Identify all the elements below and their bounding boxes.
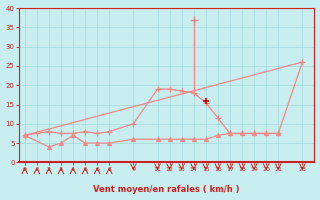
X-axis label: Vent moyen/en rafales ( km/h ): Vent moyen/en rafales ( km/h ): [93, 185, 240, 194]
